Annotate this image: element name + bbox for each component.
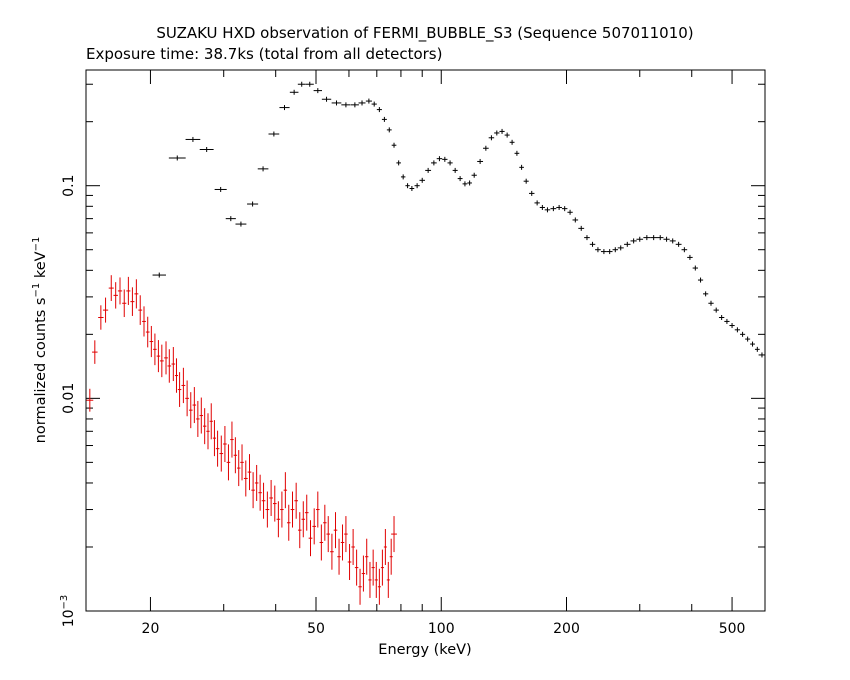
y-axis-label-base: normalized counts s bbox=[33, 298, 49, 444]
chart-title: SUZAKU HXD observation of FERMI_BUBBLE_S… bbox=[156, 24, 693, 43]
y-tick-label: 10−3 bbox=[59, 595, 77, 628]
y-axis-label-exp1: −1 bbox=[31, 283, 42, 298]
x-axis-label: Energy (keV) bbox=[378, 642, 471, 658]
series-0 bbox=[152, 81, 766, 358]
plot-frame bbox=[85, 69, 766, 612]
y-tick-label: 0.1 bbox=[61, 175, 77, 197]
y-axis-label-mid: keV bbox=[33, 251, 49, 282]
axis-ticks: 20 50 100 200 500 0.1 0.01 10−3 bbox=[59, 70, 766, 637]
x-tick-label: 50 bbox=[307, 621, 325, 637]
axes bbox=[85, 69, 766, 612]
y-axis-label: normalized counts s−1 keV−1 bbox=[31, 237, 49, 444]
x-tick-label: 200 bbox=[553, 621, 580, 637]
y-axis-label-exp2: −1 bbox=[31, 237, 42, 252]
series-1 bbox=[86, 275, 397, 605]
x-tick-label: 20 bbox=[142, 621, 160, 637]
chart-subtitle: Exposure time: 38.7ks (total from all de… bbox=[86, 45, 442, 63]
y-tick-label: 0.01 bbox=[61, 383, 77, 414]
x-tick-label: 100 bbox=[428, 621, 455, 637]
data-series bbox=[86, 81, 766, 605]
x-tick-label: 500 bbox=[719, 621, 746, 637]
